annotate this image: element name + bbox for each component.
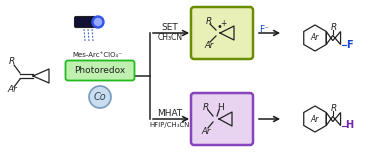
- Circle shape: [94, 19, 102, 26]
- FancyBboxPatch shape: [191, 93, 253, 145]
- Circle shape: [89, 86, 111, 108]
- Text: HFIP/CH₃CN: HFIP/CH₃CN: [150, 122, 190, 128]
- Text: R: R: [331, 23, 337, 32]
- FancyBboxPatch shape: [65, 60, 135, 81]
- Text: CH₃CN: CH₃CN: [158, 33, 183, 43]
- FancyBboxPatch shape: [74, 17, 98, 28]
- Circle shape: [92, 16, 104, 28]
- Text: R: R: [203, 104, 209, 112]
- Text: Ar: Ar: [311, 33, 319, 43]
- Text: Co: Co: [94, 92, 106, 102]
- Text: F⁻: F⁻: [259, 24, 269, 33]
- Text: R: R: [206, 17, 212, 26]
- Text: SET: SET: [162, 22, 178, 31]
- Text: Ar: Ar: [311, 114, 319, 123]
- Text: MHAT: MHAT: [157, 109, 183, 117]
- FancyBboxPatch shape: [191, 7, 253, 59]
- Text: +: +: [220, 19, 226, 29]
- Text: R: R: [9, 57, 15, 67]
- Text: R: R: [331, 104, 337, 113]
- Text: Photoredox: Photoredox: [74, 66, 125, 75]
- Text: Ar: Ar: [201, 126, 211, 135]
- Text: •: •: [216, 22, 222, 32]
- Text: F: F: [346, 40, 353, 50]
- Text: Ar: Ar: [7, 85, 17, 93]
- Text: Mes-Arc⁺ClO₄⁻: Mes-Arc⁺ClO₄⁻: [72, 52, 122, 58]
- Text: H: H: [345, 121, 354, 131]
- Text: H: H: [217, 104, 223, 112]
- Text: Ar: Ar: [204, 41, 214, 50]
